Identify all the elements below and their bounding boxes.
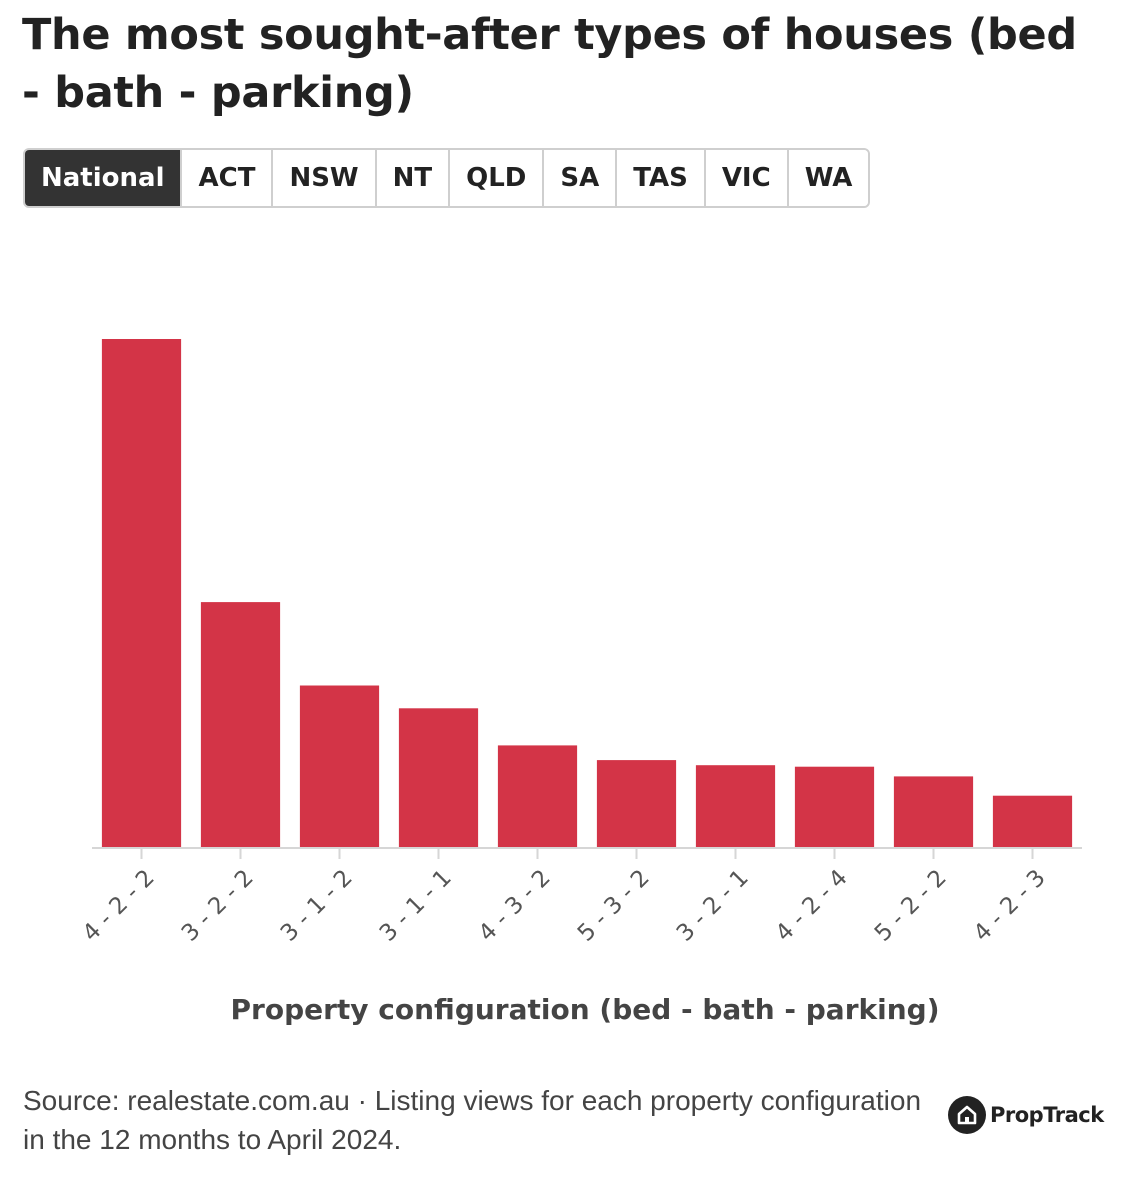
bar-4[interactable] xyxy=(398,708,479,847)
x-tick-label: 3 - 1 - 1 xyxy=(375,865,457,947)
tab-vic[interactable]: VIC xyxy=(703,150,787,206)
tab-sa[interactable]: SA xyxy=(542,150,616,206)
tab-nt[interactable]: NT xyxy=(374,150,449,206)
x-tick-label: 4 - 2 - 3 xyxy=(969,865,1051,947)
x-tick-label: 5 - 3 - 2 xyxy=(573,865,655,947)
bar-2[interactable] xyxy=(200,602,281,847)
x-tick-label: 4 - 3 - 2 xyxy=(474,865,556,947)
x-tick-label: 4 - 2 - 2 xyxy=(78,865,160,947)
x-tick-label: 3 - 2 - 1 xyxy=(672,865,754,947)
region-tabs: National ACT NSW NT QLD SA TAS VIC WA xyxy=(23,148,871,208)
x-axis-title: Property configuration (bed - bath - par… xyxy=(230,993,940,1026)
bar-8[interactable] xyxy=(794,766,875,847)
bar-9[interactable] xyxy=(893,776,974,847)
x-tick-label: 4 - 2 - 4 xyxy=(771,865,853,947)
bar-5[interactable] xyxy=(497,745,578,847)
logo-label: PropTrack xyxy=(990,1103,1104,1127)
tab-qld[interactable]: QLD xyxy=(448,150,543,206)
source-note: Source: realestate.com.au · Listing view… xyxy=(23,1085,922,1155)
bar-1[interactable] xyxy=(101,339,182,847)
x-tick-label: 5 - 2 - 2 xyxy=(870,865,952,947)
house-icon xyxy=(948,1096,986,1134)
bar-10[interactable] xyxy=(992,795,1073,847)
proptrack-logo[interactable]: PropTrack xyxy=(948,1096,1104,1134)
bar-7[interactable] xyxy=(695,765,776,847)
bar-6[interactable] xyxy=(596,760,677,847)
bar-3[interactable] xyxy=(299,685,380,848)
x-tick-label: 3 - 2 - 2 xyxy=(177,865,259,947)
tab-tas[interactable]: TAS xyxy=(615,150,704,206)
tab-national[interactable]: National xyxy=(25,150,181,206)
x-tick-label: 3 - 1 - 2 xyxy=(276,865,358,947)
tab-act[interactable]: ACT xyxy=(180,150,272,206)
tab-nsw[interactable]: NSW xyxy=(271,150,375,206)
tab-wa[interactable]: WA xyxy=(786,150,869,206)
chart-title: The most sought-after types of houses (b… xyxy=(22,10,1077,118)
